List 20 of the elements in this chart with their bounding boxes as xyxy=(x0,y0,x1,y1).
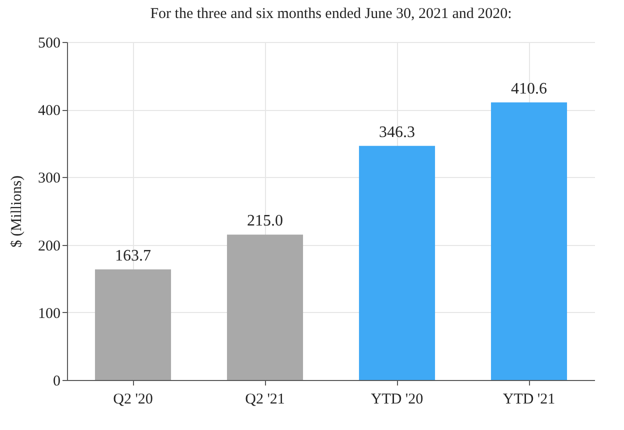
y-tick-label: 0 xyxy=(53,374,60,390)
y-tick-label: 300 xyxy=(38,170,60,187)
data-label: 410.6 xyxy=(511,80,547,98)
x-tick-label: Q2 '20 xyxy=(113,392,153,408)
x-tick-label: YTD '21 xyxy=(502,392,556,408)
y-tick-label: 100 xyxy=(38,306,60,322)
bar xyxy=(490,102,568,380)
x-tick-label: Q2 '21 xyxy=(245,392,285,408)
y-tick-label: 500 xyxy=(38,36,60,52)
bar xyxy=(358,146,436,380)
y-axis-title: $ (Millions) xyxy=(9,175,25,248)
y-tick-label: 200 xyxy=(38,238,60,254)
x-tick-label: YTD '20 xyxy=(370,392,424,408)
y-tick-label: 400 xyxy=(38,103,60,120)
bar xyxy=(94,269,172,380)
data-label: 346.3 xyxy=(379,124,415,141)
data-label: 215.0 xyxy=(247,212,283,230)
data-label: 163.7 xyxy=(115,247,151,264)
chart-title: For the three and six months ended June 30, 2021 and 2020: xyxy=(150,6,512,22)
bar xyxy=(226,234,304,380)
